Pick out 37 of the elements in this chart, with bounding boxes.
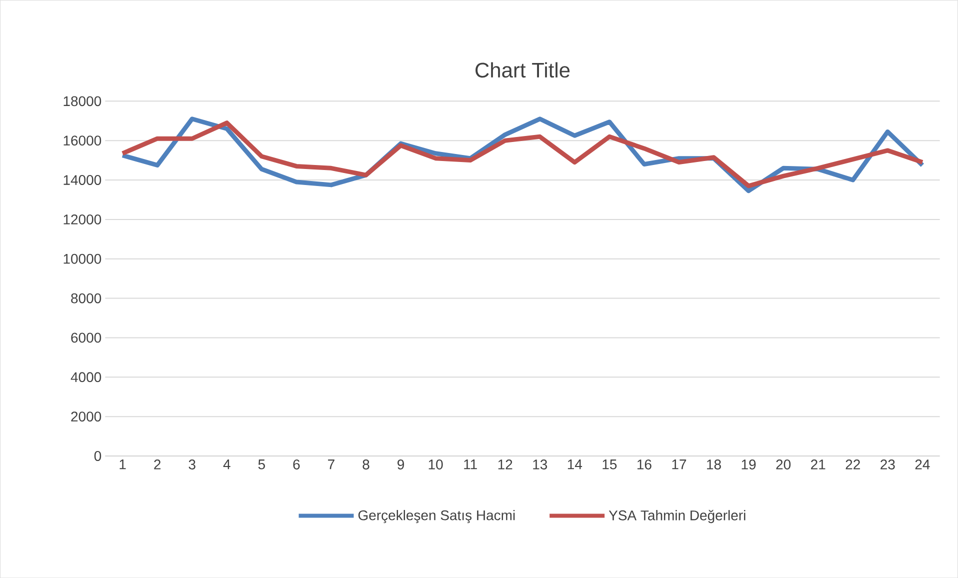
x-tick-label: 15	[602, 459, 617, 470]
x-tick-label: 14	[568, 459, 582, 470]
x-tick-label: 1	[120, 459, 126, 470]
x-tick-label: 11	[464, 459, 477, 470]
x-tick-label: 23	[880, 459, 895, 470]
x-tick-label: 24	[915, 459, 930, 470]
y-tick-label: 10000	[64, 254, 102, 264]
y-tick-label: 4000	[70, 372, 102, 382]
x-tick-label: 6	[293, 459, 300, 470]
x-tick-label: 21	[811, 459, 826, 470]
x-tick-label: 8	[362, 459, 370, 470]
x-tick-label: 18	[707, 459, 721, 470]
x-tick-label: 19	[742, 459, 756, 470]
legend-label: YSA Tahmin Değerleri	[608, 510, 746, 524]
y-tick-label: 6000	[71, 332, 102, 343]
x-tick-label: 22	[846, 459, 860, 470]
x-tick-label: 17	[672, 459, 686, 470]
x-tick-label: 9	[398, 459, 404, 470]
y-tick-label: 0	[94, 450, 102, 461]
x-tick-label: 16	[637, 459, 652, 470]
y-tick-label: 16000	[64, 136, 102, 146]
x-tick-label: 12	[498, 459, 512, 470]
y-tick-label: 12000	[64, 214, 102, 224]
x-tick-label: 10	[428, 459, 443, 470]
chart-title: Chart Title	[476, 62, 570, 78]
x-tick-label: 7	[328, 459, 334, 470]
x-tick-label: 3	[188, 459, 196, 470]
x-tick-label: 2	[154, 459, 161, 470]
x-tick-label: 13	[533, 459, 548, 470]
y-tick-label: 18000	[64, 96, 102, 106]
y-tick-label: 2000	[71, 412, 102, 422]
y-tick-label: 14000	[64, 174, 102, 185]
y-tick-label: 8000	[71, 293, 102, 304]
x-tick-label: 5	[258, 459, 265, 470]
x-tick-label: 20	[776, 459, 791, 470]
legend-label: Gerçekleşen Satış Hacmi	[358, 510, 515, 523]
x-tick-label: 4	[223, 459, 230, 470]
